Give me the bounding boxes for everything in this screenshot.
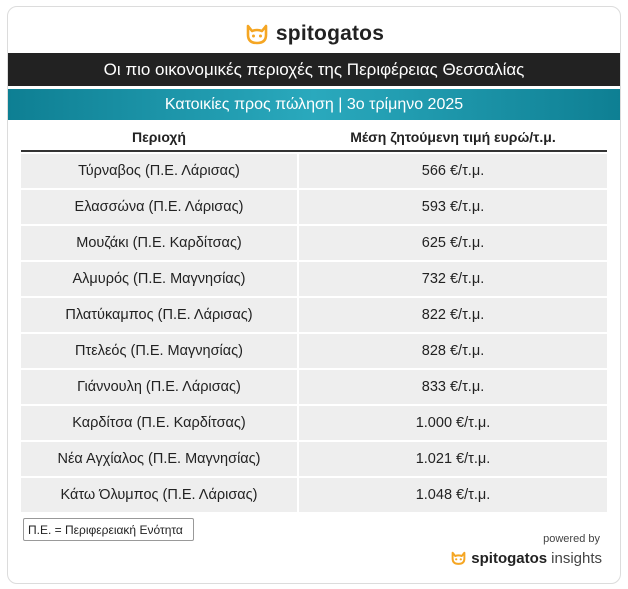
price-cell: 1.000 €/τ.μ. [299, 406, 607, 440]
infographic-card: spitogatos Οι πιο οικονομικές περιοχές τ… [7, 6, 621, 584]
insights-brand-light: insights [551, 549, 602, 567]
insights-brand-bold: spitogatos [471, 549, 548, 567]
powered-by-label: powered by [543, 533, 600, 545]
cat-face-icon [450, 550, 467, 566]
area-cell: Καρδίτσα (Π.Ε. Καρδίτσας) [21, 406, 297, 440]
price-cell: 732 €/τ.μ. [299, 262, 607, 296]
price-cell: 833 €/τ.μ. [299, 370, 607, 404]
insights-logo: spitogatos insights [450, 547, 602, 569]
area-cell: Γιάννουλη (Π.Ε. Λάρισας) [21, 370, 297, 404]
area-cell: Μουζάκι (Π.Ε. Καρδίτσας) [21, 226, 297, 260]
brand-name: spitogatos [275, 22, 385, 45]
price-cell: 1.048 €/τ.μ. [299, 478, 607, 512]
area-cell: Νέα Αγχίαλος (Π.Ε. Μαγνησίας) [21, 442, 297, 476]
cat-face-icon [244, 22, 270, 46]
price-cell: 828 €/τ.μ. [299, 334, 607, 368]
area-cell: Κάτω Όλυμπος (Π.Ε. Λάρισας) [21, 478, 297, 512]
page-subtitle: Κατοικίες προς πώληση | 3ο τρίμηνο 2025 [8, 89, 620, 120]
column-header-price: Μέση ζητούμενη τιμή ευρώ/τ.μ. [350, 129, 556, 145]
header-divider [21, 150, 607, 152]
price-cell: 625 €/τ.μ. [299, 226, 607, 260]
page-title: Οι πιο οικονομικές περιοχές της Περιφέρε… [8, 53, 620, 86]
price-cell: 1.021 €/τ.μ. [299, 442, 607, 476]
brand-logo: spitogatos [8, 19, 620, 49]
abbreviation-note: Π.Ε. = Περιφερειακή Ενότητα [23, 518, 194, 541]
area-cell: Πτελεός (Π.Ε. Μαγνησίας) [21, 334, 297, 368]
area-cell: Πλατύκαμπος (Π.Ε. Λάρισας) [21, 298, 297, 332]
area-cell: Αλμυρός (Π.Ε. Μαγνησίας) [21, 262, 297, 296]
price-cell: 566 €/τ.μ. [299, 154, 607, 188]
price-cell: 593 €/τ.μ. [299, 190, 607, 224]
area-cell: Ελασσώνα (Π.Ε. Λάρισας) [21, 190, 297, 224]
column-header-area: Περιοχή [132, 129, 186, 145]
price-cell: 822 €/τ.μ. [299, 298, 607, 332]
area-cell: Τύρναβος (Π.Ε. Λάρισας) [21, 154, 297, 188]
